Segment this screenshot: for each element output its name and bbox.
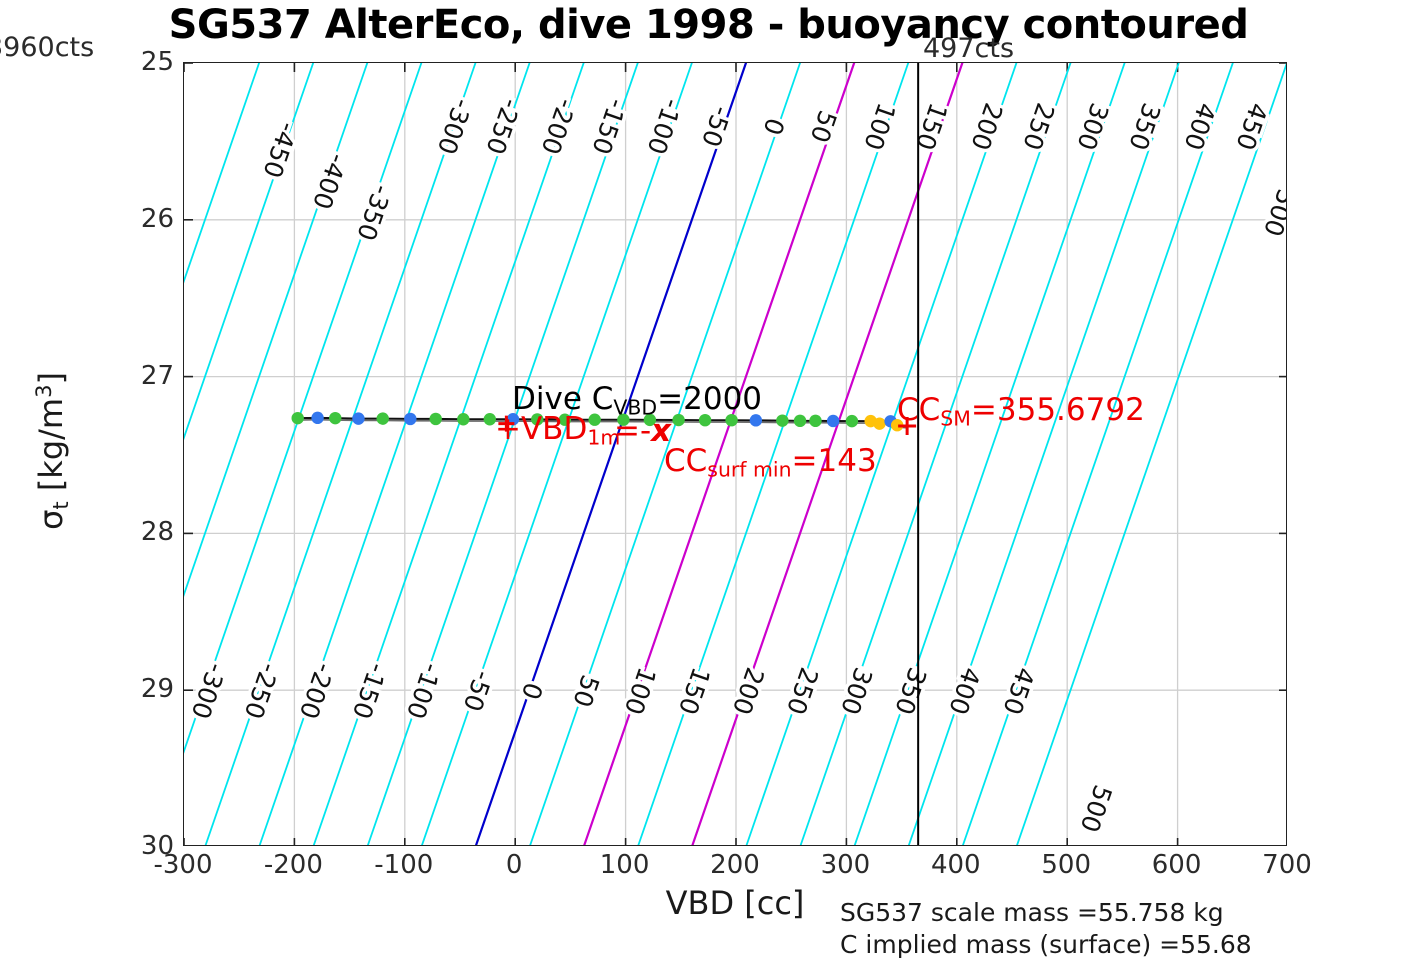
x-tick-label: 100: [599, 850, 650, 880]
y-axis-label: σt [kg/m3]: [31, 251, 73, 651]
footer-line-scale-mass: SG537 scale mass =55.758 kg: [840, 898, 1224, 927]
cc-sm-value: =355.6792: [970, 392, 1145, 428]
annotation-eq-x: =-x: [614, 413, 671, 449]
cc-sm-text: CC: [897, 392, 941, 428]
x-axis-label: VBD [cc]: [665, 884, 805, 922]
y-tick-label: 30: [140, 831, 174, 861]
y-tick-label: 28: [140, 517, 174, 548]
vbd-1m-text: +VBD: [495, 411, 588, 447]
annotation-cc-surf-min: CCsurf min=143: [664, 443, 877, 482]
x-tick-label: -100: [374, 850, 434, 880]
footer-text: SG537 scale mass =55.758 kg C implied ma…: [840, 897, 1252, 961]
dive-c-vbd-value: =2000: [657, 381, 763, 417]
annotation-cc-sm: CCSM=355.6792: [897, 392, 1145, 431]
dive-c-vbd-subscript: VBD: [613, 395, 658, 420]
x-tick-label: 600: [1151, 850, 1202, 880]
annotation-vbd-1m: +VBD1m: [495, 411, 620, 450]
x-tick-label: 300: [820, 850, 871, 880]
x-tick-label: 500: [1041, 850, 1091, 880]
eq-x-symbol: x: [651, 413, 672, 449]
dive-track-layer: [291, 411, 917, 435]
y-axis-label-bracket: ]: [32, 371, 71, 385]
annotation-dive-c-vbd: Dive CVBD=2000: [512, 381, 762, 420]
y-axis-label-subscript: t: [47, 501, 73, 510]
right-counts-label: 497cts: [923, 33, 1015, 64]
x-tick-label: -300: [153, 850, 213, 880]
cc-sm-subscript: SM: [940, 406, 971, 431]
page-title: SG537 AlterEco, dive 1998 - buoyancy con…: [168, 2, 1249, 48]
y-tick-label: 27: [140, 360, 174, 391]
y-tick-label: 26: [140, 203, 174, 234]
plot-area: -450 -450 -400 -400 -350 -350 -300 -300 -250 -250…: [183, 62, 1287, 846]
y-axis-label-sigma: σ: [32, 509, 71, 530]
y-axis-label-superscript: 3: [31, 384, 57, 398]
eq-x-text: =-: [614, 413, 652, 449]
y-tick-label: 25: [140, 47, 174, 77]
left-counts-label: 3960cts: [0, 32, 95, 63]
dive-c-vbd-text: Dive C: [512, 381, 614, 417]
y-tick-label: 29: [140, 674, 174, 705]
x-tick-label: 200: [710, 850, 760, 880]
x-tick-label: 700: [1262, 850, 1312, 880]
footer-line-implied-mass: C implied mass (surface) =55.68: [840, 930, 1252, 959]
x-tick-label: -200: [263, 850, 323, 880]
x-tick-label: 400: [930, 850, 981, 880]
y-axis-label-unit: [kg/m: [32, 397, 71, 502]
x-tick-label: 0: [505, 850, 523, 880]
contour-layer: -450-450 -400-400-350-350-300-300 -250-250…: [184, 63, 1286, 845]
cc-surf-text: CC: [664, 443, 708, 479]
cc-surf-value: =143: [791, 443, 877, 479]
cc-surf-subscript: surf min: [707, 457, 792, 482]
vbd-1m-subscript: 1m: [587, 425, 621, 450]
